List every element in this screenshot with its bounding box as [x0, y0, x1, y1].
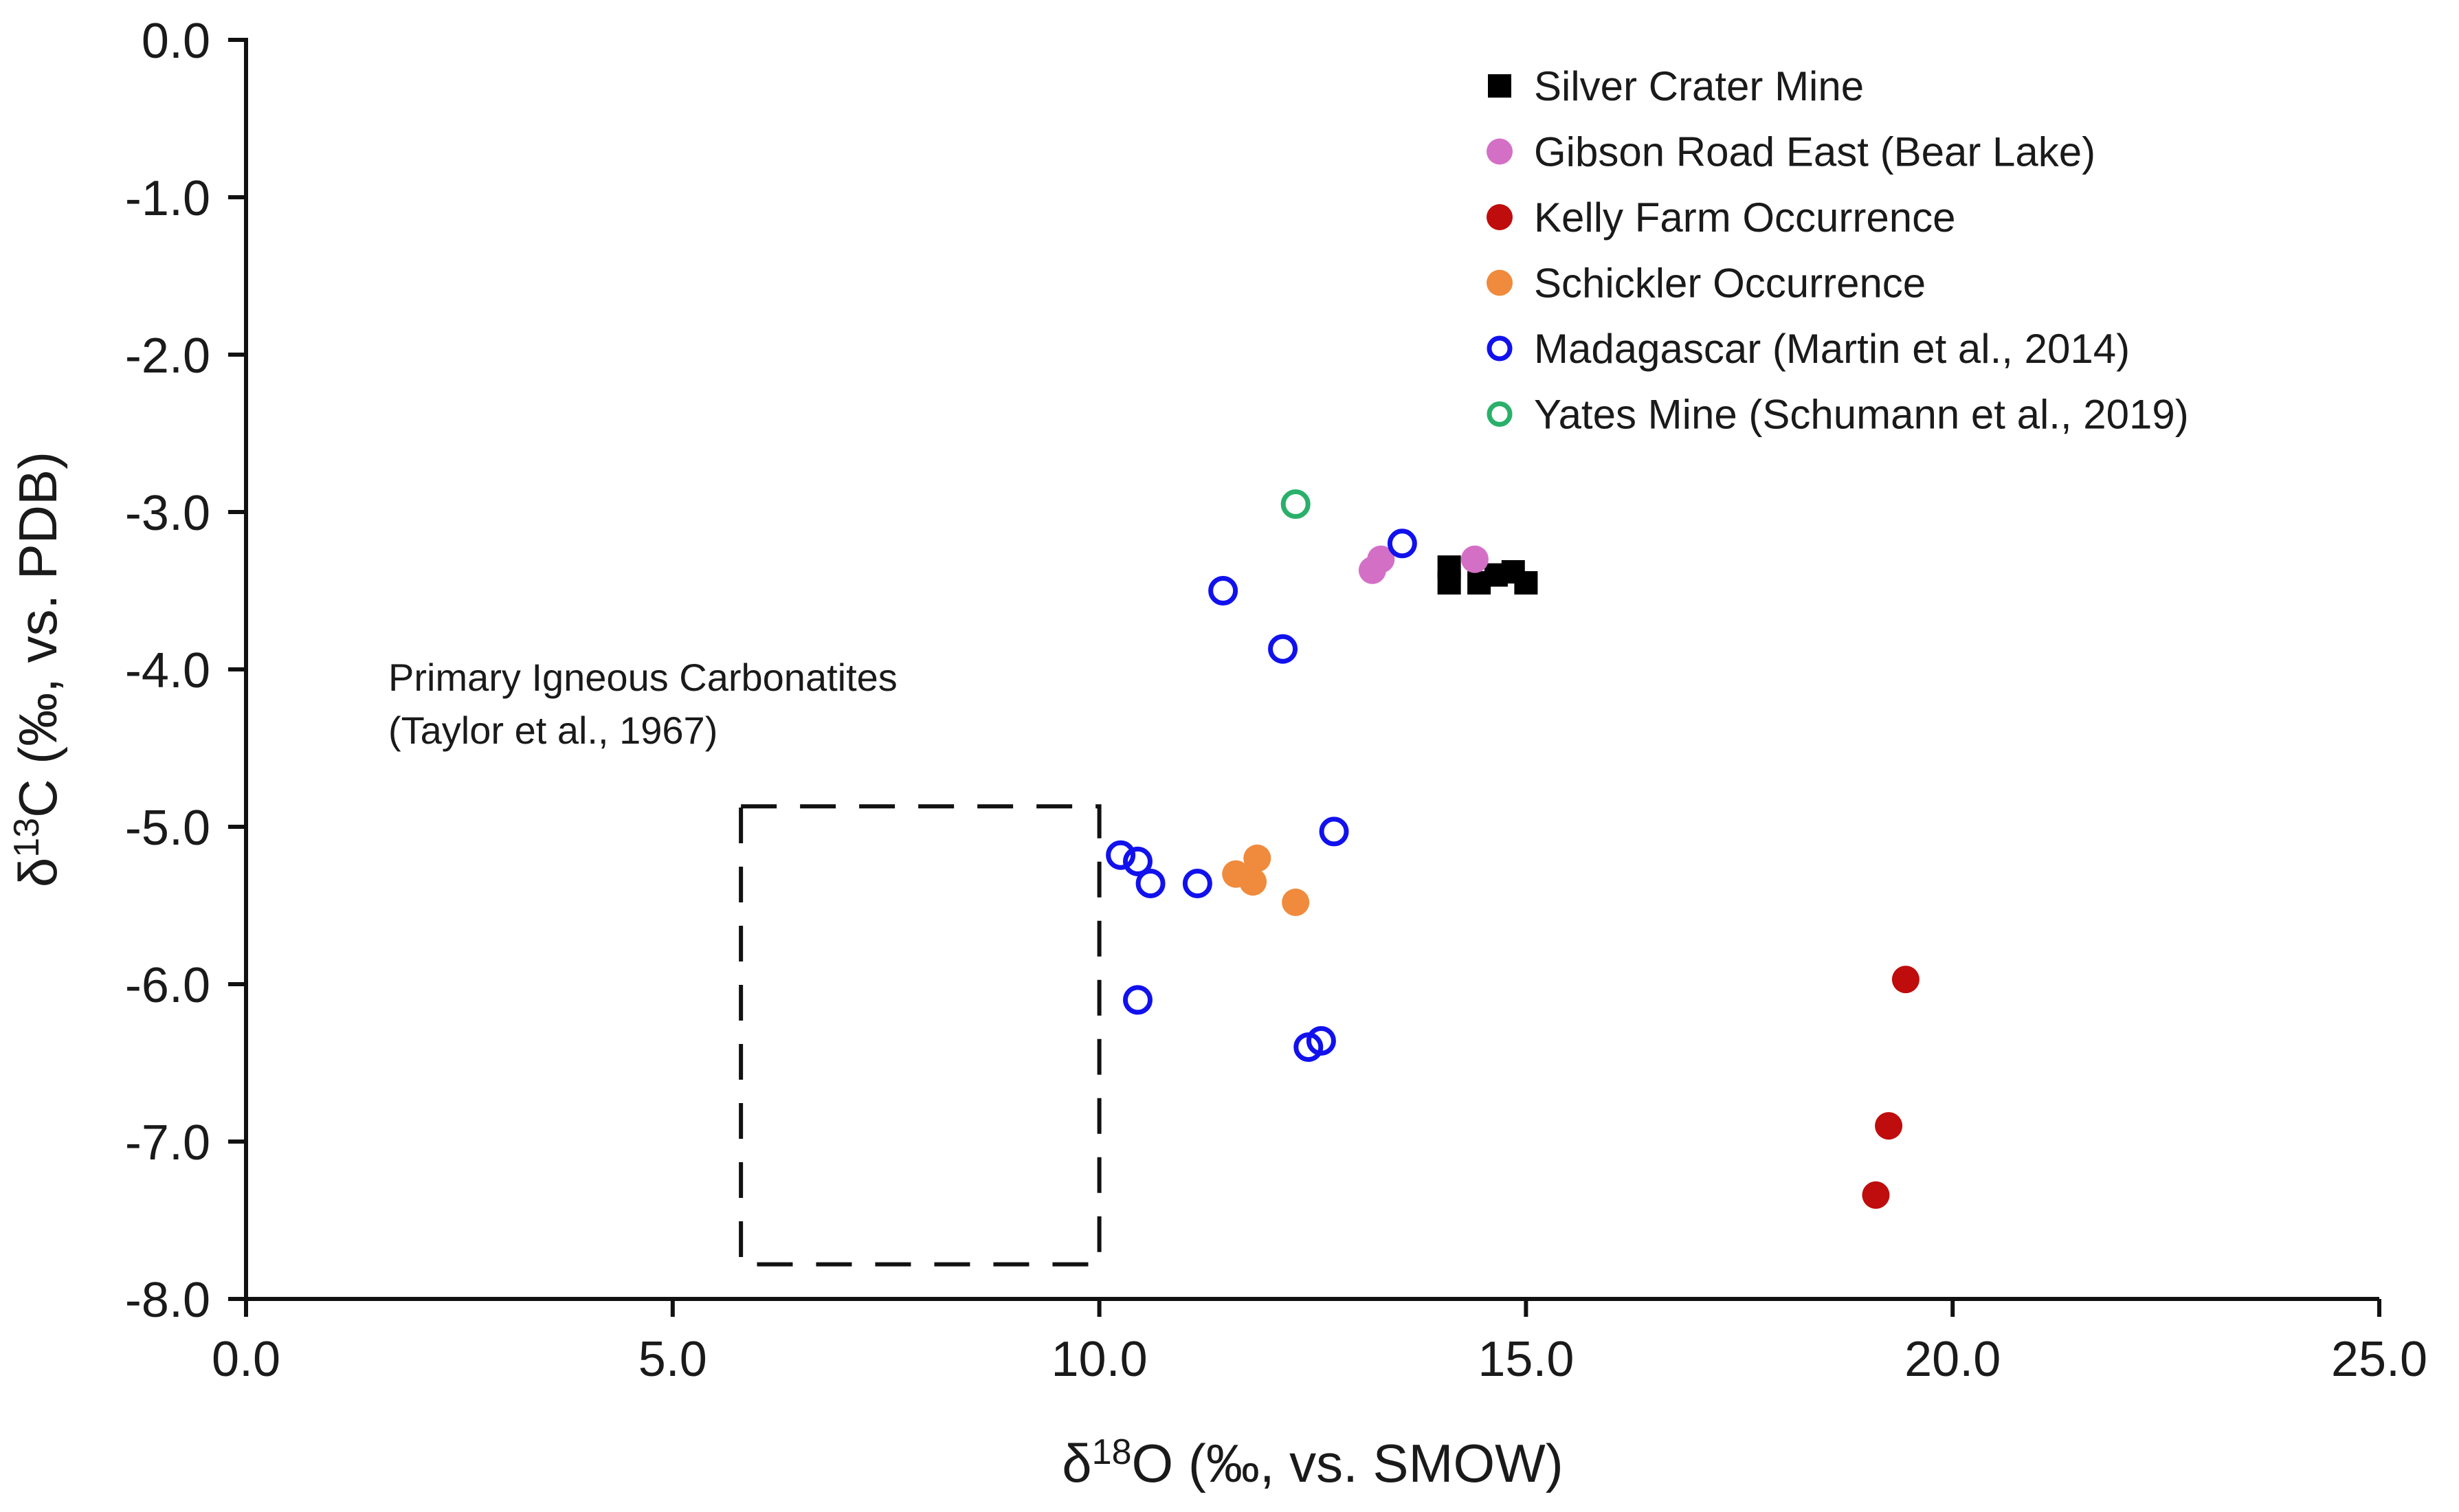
series-gibson-road-east-bear-lake: [1358, 545, 1489, 584]
data-point: [1891, 966, 1920, 994]
legend-label: Yates Mine (Schumann et al., 2019): [1534, 392, 2189, 438]
x-axis-title: δ18O (‰, vs. SMOW): [1062, 1432, 1564, 1493]
y-axis-title-delta: δ: [8, 858, 68, 887]
legend-label: Silver Crater Mine: [1534, 63, 1864, 109]
data-point: [1239, 868, 1267, 896]
data-point: [1306, 1025, 1336, 1056]
annotation-label-line2: (Taylor et al., 1967): [388, 709, 717, 752]
data-point: [1122, 985, 1153, 1015]
data-point: [1437, 571, 1461, 595]
y-axis-title-superscript: 13: [7, 818, 47, 858]
y-tick-label: -5.0: [125, 801, 210, 856]
y-tick-label: -1.0: [125, 171, 210, 226]
legend: Silver Crater Mine Gibson Road East (Bear…: [1487, 63, 2189, 438]
x-tick-label: 10.0: [1052, 1332, 1148, 1387]
x-axis-title-superscript: 18: [1092, 1432, 1132, 1472]
data-point: [1875, 1112, 1903, 1140]
legend-label: Madagascar (Martin et al., 2014): [1534, 326, 2130, 372]
data-point: [1280, 489, 1311, 520]
series-kelly-farm-occurrence: [1862, 966, 1920, 1209]
data-point: [1282, 888, 1310, 916]
series-schickler-occurrence: [1222, 844, 1310, 916]
legend-item: Schickler Occurrence: [1487, 260, 1926, 307]
x-tick-label: 20.0: [1904, 1332, 2001, 1387]
y-tick-label: -3.0: [125, 486, 210, 541]
y-tick-label: 0.0: [142, 14, 210, 69]
legend-label: Kelly Farm Occurrence: [1534, 194, 1955, 241]
data-point: [1367, 545, 1395, 573]
data-point: [1122, 846, 1153, 876]
series-silver-crater-mine: [1437, 555, 1538, 595]
data-point: [1243, 844, 1271, 872]
data-point: [1208, 576, 1238, 605]
legend-item: Madagascar (Martin et al., 2014): [1487, 326, 2130, 372]
legend-marker: [1487, 335, 1513, 362]
axes: 0.0 5.0 10.0 15.0 20.0 25.0 0.0 -1.0 -2.0 -3.0 -4…: [125, 14, 2427, 1387]
series-madagascar-martin-et-al-2014: [1106, 529, 1417, 1063]
legend-marker: [1487, 401, 1513, 427]
x-ticks: 0.0 5.0 10.0 15.0 20.0 25.0: [212, 1299, 2427, 1387]
legend-marker: [1487, 269, 1513, 296]
y-axis-title: δ13C (‰, vs. PDB): [7, 452, 68, 887]
y-tick-label: -2.0: [125, 329, 210, 383]
x-tick-label: 5.0: [638, 1332, 707, 1387]
y-tick-label: -7.0: [125, 1115, 210, 1170]
legend-label: Gibson Road East (Bear Lake): [1534, 129, 2095, 175]
data-point: [1514, 571, 1538, 595]
y-axis-title-rest: C (‰, vs. PDB): [8, 452, 68, 818]
data-point: [1268, 634, 1298, 664]
data-point: [1862, 1181, 1890, 1209]
data-point: [1182, 868, 1212, 898]
series-yates-mine-schumann-et-al-2019: [1280, 489, 1311, 520]
legend-marker: [1487, 138, 1513, 165]
annotation-label-line1: Primary Igneous Carbonatites: [388, 656, 898, 699]
y-tick-label: -6.0: [125, 958, 210, 1013]
igneous-carbonatite-annotation: Primary Igneous Carbonatites (Taylor et …: [388, 656, 1102, 1267]
legend-marker: [1488, 74, 1511, 98]
x-tick-label: 15.0: [1478, 1332, 1574, 1387]
data-points: [1106, 489, 1920, 1209]
y-tick-label: -4.0: [125, 643, 210, 698]
data-point: [1106, 840, 1136, 870]
legend-label: Schickler Occurrence: [1534, 260, 1926, 307]
data-point: [1387, 529, 1417, 559]
x-axis-title-rest: O (‰, vs. SMOW): [1132, 1433, 1564, 1493]
legend-item: Silver Crater Mine: [1488, 63, 1864, 109]
x-tick-label: 0.0: [212, 1332, 280, 1387]
legend-marker: [1487, 204, 1513, 230]
x-tick-label: 25.0: [2331, 1332, 2427, 1387]
data-point: [1319, 816, 1349, 847]
x-axis-title-delta: δ: [1062, 1433, 1091, 1493]
legend-item: Kelly Farm Occurrence: [1487, 194, 1955, 241]
legend-item: Gibson Road East (Bear Lake): [1487, 129, 2095, 175]
y-tick-label: -8.0: [125, 1273, 210, 1328]
legend-item: Yates Mine (Schumann et al., 2019): [1487, 392, 2189, 438]
data-point: [1135, 868, 1166, 898]
igneous-carbonatite-box: [739, 804, 1102, 1267]
data-point: [1460, 545, 1489, 573]
y-ticks: 0.0 -1.0 -2.0 -3.0 -4.0 -5.0 -6.0 -7.0 -8.0: [125, 14, 246, 1328]
